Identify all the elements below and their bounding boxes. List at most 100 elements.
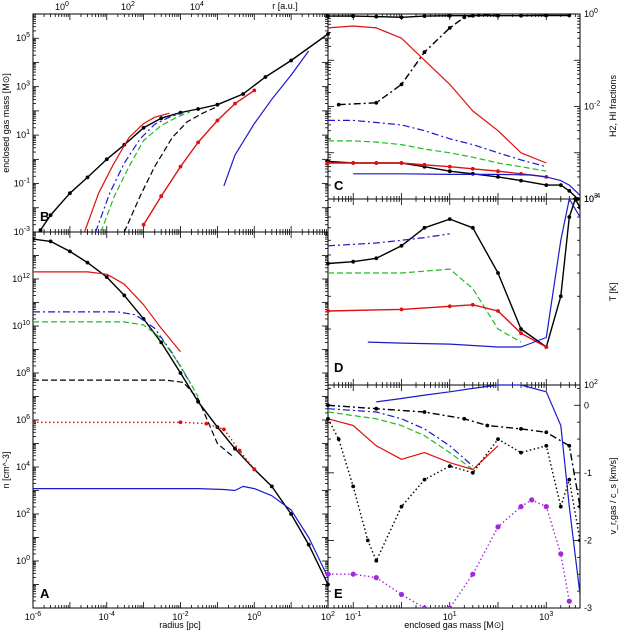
panel-b-top-axis-label: r [a.u.]: [272, 1, 298, 11]
series-point: [496, 271, 500, 275]
series-point: [215, 102, 220, 107]
series-point: [374, 14, 379, 19]
series-point: [422, 410, 427, 414]
series-point: [496, 175, 500, 179]
y-tick-label: 10-2: [584, 101, 600, 112]
series-line: [367, 198, 580, 348]
series-point: [178, 164, 183, 169]
x-tick-label: 102: [321, 611, 335, 622]
series-point: [470, 166, 475, 171]
series-point: [447, 164, 452, 169]
series-point: [476, 14, 481, 17]
series-point: [178, 420, 183, 425]
series-line: [353, 173, 580, 196]
series-point: [519, 178, 523, 183]
y-tick-label: -3: [584, 603, 592, 613]
series-point: [578, 205, 580, 210]
series-point: [326, 309, 330, 313]
series-point: [351, 161, 356, 165]
series-point: [374, 100, 379, 105]
series-point: [558, 183, 563, 188]
series-point: [496, 309, 500, 313]
y-tick-label: 1012: [12, 273, 30, 284]
x-tick-label: 103: [539, 611, 553, 622]
series-line: [327, 418, 580, 562]
y-tick-label: -1: [584, 468, 592, 478]
series-point: [422, 225, 427, 230]
panel-d-ylabel: T [K]: [608, 283, 618, 302]
series-point: [558, 504, 563, 509]
axis-ticks: [32, 13, 581, 609]
series-point: [399, 243, 404, 248]
x-tick-label: 10-6: [25, 611, 41, 622]
series-point: [33, 420, 35, 425]
series-line: [328, 499, 570, 608]
series-point: [336, 437, 341, 441]
panel-a-frame: [32, 231, 329, 609]
panel-a-xlabel: radius [pc]: [159, 620, 201, 630]
x-tick-label: 10-1: [345, 611, 361, 622]
series-point: [104, 275, 109, 279]
series-line: [327, 25, 547, 164]
y-tick-label: 10-3: [14, 226, 30, 237]
series-point: [447, 217, 452, 222]
series-point: [519, 450, 523, 455]
series-line: [223, 50, 310, 187]
panel-e-label: E: [334, 586, 343, 601]
series-point: [241, 92, 246, 96]
panel-c-ylabel: H2, HI fractions: [608, 74, 618, 137]
panel-e-xlabel: enclosed gas mass [M⊙]: [404, 620, 504, 630]
series-point: [578, 538, 580, 543]
series-point: [422, 477, 427, 482]
panel-e-ylabel: v_r,gas / c_s [km/s]: [608, 457, 618, 534]
y-tick-label: -2: [584, 535, 592, 545]
series-point: [399, 15, 404, 20]
panel-e-frame: [327, 384, 581, 609]
panel-a-label: A: [40, 586, 50, 601]
y-tick-label: 102: [584, 379, 598, 390]
y-tick-label: 103: [584, 193, 598, 204]
series-point: [365, 538, 370, 543]
series-point: [543, 504, 549, 510]
series-point: [399, 307, 404, 312]
series-point: [447, 26, 452, 30]
series-line: [327, 233, 450, 247]
panel-d-label: D: [334, 360, 343, 375]
series-point: [496, 437, 500, 441]
series-point: [373, 575, 379, 581]
series-point: [351, 14, 356, 18]
series-point: [326, 32, 330, 36]
y-tick-label: 100: [16, 555, 30, 566]
series-line: [327, 408, 474, 467]
series-point: [233, 101, 237, 106]
series-point: [422, 50, 427, 54]
y-tick-label: 104: [16, 461, 30, 472]
series-point: [567, 189, 572, 193]
y-tick-label: 100: [584, 8, 598, 19]
y-tick-label: 101: [16, 129, 30, 140]
series-point: [447, 464, 452, 468]
series-point: [122, 293, 127, 298]
series-point: [196, 140, 201, 145]
series-point: [326, 14, 330, 18]
x-tick-label: 101: [443, 611, 457, 622]
series-point: [204, 421, 209, 426]
series-point: [447, 304, 452, 309]
series-point: [336, 102, 341, 107]
series-point: [350, 571, 356, 577]
series-point: [566, 598, 572, 604]
series-line: [95, 112, 184, 233]
series-point: [222, 427, 226, 432]
series-point: [141, 222, 146, 227]
panel-b-ylabel: enclosed gas mass [M⊙]: [1, 73, 11, 173]
series-line: [33, 321, 199, 397]
series-point: [544, 183, 549, 188]
series-point: [326, 416, 330, 421]
series-line: [376, 384, 580, 595]
series-point: [399, 161, 404, 165]
series-point: [326, 161, 330, 165]
series-point: [252, 467, 257, 472]
series-point: [519, 331, 523, 336]
series-point: [567, 14, 572, 18]
